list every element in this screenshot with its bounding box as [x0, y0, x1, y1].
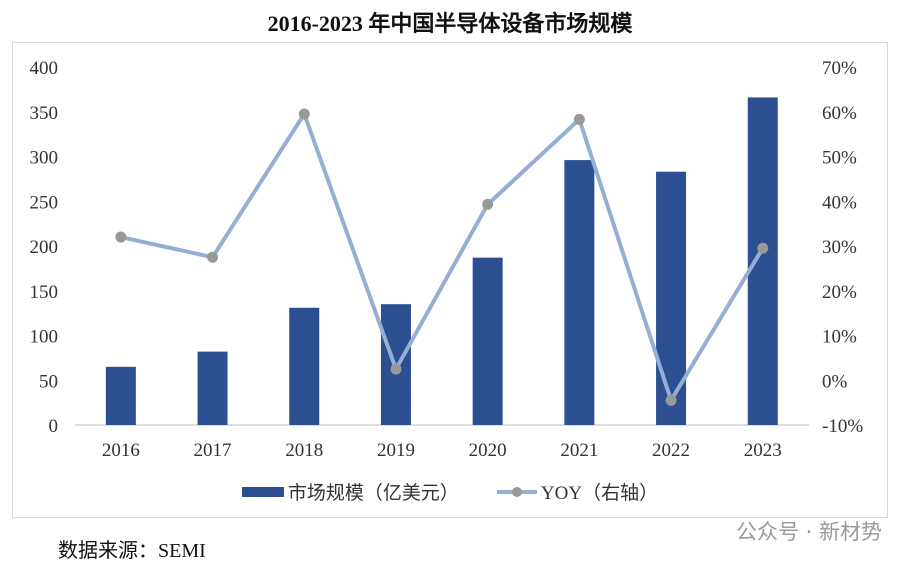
- right-tick-label: 50%: [822, 148, 857, 169]
- right-tick-label: 40%: [822, 192, 857, 213]
- yoy-point-2021: [573, 113, 585, 125]
- chart-frame: [12, 42, 888, 518]
- bar-2018: [289, 307, 320, 425]
- legend-line-swatch: [496, 486, 537, 497]
- yoy-point-2022: [665, 394, 677, 406]
- yoy-point-2020: [482, 198, 494, 210]
- watermark: 公众号 · 新材势: [735, 520, 882, 544]
- left-tick-label: 150: [30, 282, 59, 303]
- right-tick-label: 70%: [822, 58, 857, 79]
- left-tick-label: 50: [39, 371, 58, 392]
- x-tick-label: 2017: [194, 440, 232, 461]
- x-tick-label: 2020: [469, 440, 507, 461]
- bar-2020: [472, 257, 503, 425]
- legend-item-bar: 市场规模（亿美元）: [241, 478, 459, 505]
- legend-line-label: YOY（右轴）: [540, 483, 659, 504]
- right-tick-label: -10%: [822, 416, 863, 437]
- legend-bar-label: 市场规模（亿美元）: [287, 483, 459, 504]
- x-tick-label: 2023: [744, 440, 782, 461]
- left-tick-label: 300: [30, 148, 59, 169]
- yoy-line: [120, 109, 765, 406]
- x-tick-label: 2019: [377, 440, 415, 461]
- right-tick-label: 0%: [822, 371, 848, 392]
- legend-bar-swatch: [241, 486, 284, 497]
- x-tick-label: 2021: [560, 440, 598, 461]
- left-tick-label: 400: [30, 58, 59, 79]
- source-note: 数据来源：SEMI: [58, 540, 206, 562]
- yoy-point-2017: [207, 251, 219, 263]
- bar-2017: [197, 351, 228, 425]
- legend-item-line: YOY（右轴）: [496, 478, 659, 505]
- bar-2016: [105, 366, 136, 425]
- x-tick-label: 2016: [102, 440, 140, 461]
- right-tick-label: 10%: [822, 327, 857, 348]
- yoy-point-2016: [115, 231, 127, 243]
- yoy-point-2019: [390, 363, 402, 375]
- right-tick-label: 20%: [822, 282, 857, 303]
- bar-2021: [564, 160, 595, 425]
- yoy-point-2018: [298, 108, 310, 120]
- x-tick-label: 2022: [652, 440, 690, 461]
- left-tick-label: 0: [49, 416, 59, 437]
- left-tick-label: 100: [30, 327, 59, 348]
- bar-2023: [747, 97, 778, 426]
- chart-title: 2016-2023 年中国半导体设备市场规模: [267, 11, 633, 36]
- left-tick-label: 350: [30, 103, 59, 124]
- x-tick-label: 2018: [285, 440, 323, 461]
- right-tick-label: 30%: [822, 237, 857, 258]
- right-tick-label: 60%: [822, 103, 857, 124]
- left-tick-label: 200: [30, 237, 59, 258]
- legend: 市场规模（亿美元） YOY（右轴）: [0, 478, 900, 505]
- left-tick-label: 250: [30, 192, 59, 213]
- yoy-point-2023: [757, 242, 769, 254]
- bar-2022: [656, 171, 687, 425]
